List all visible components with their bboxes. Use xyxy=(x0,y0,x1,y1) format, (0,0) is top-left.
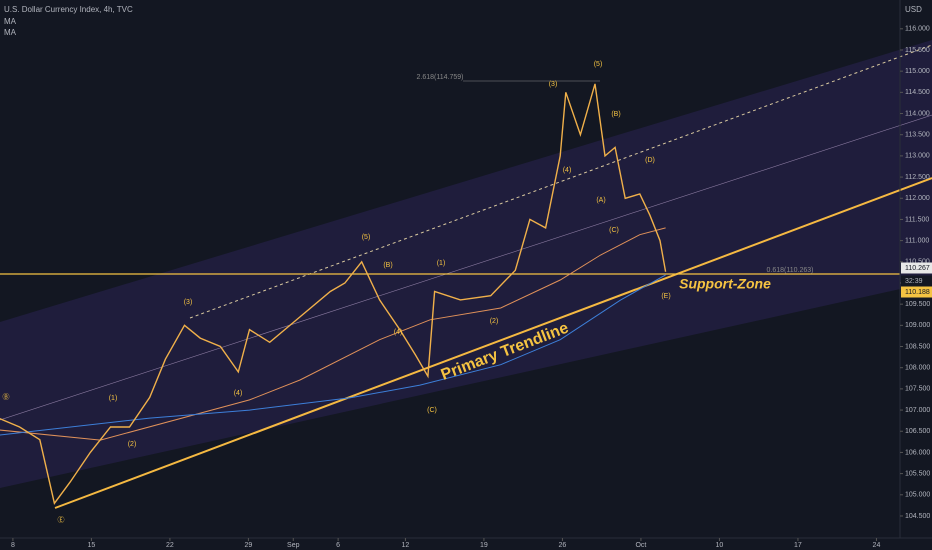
price-line xyxy=(0,83,667,505)
y-tick-label: 113.500 xyxy=(905,132,930,139)
annotation: (4) xyxy=(563,167,572,174)
annotation: Ⓑ xyxy=(3,393,10,401)
moving-average xyxy=(0,274,666,436)
annotation: (1) xyxy=(109,395,118,402)
annotation: Support-Zone xyxy=(679,276,771,292)
annotation: (2) xyxy=(490,318,499,325)
price-label: 110.267 xyxy=(905,265,930,272)
y-tick-label: 112.500 xyxy=(905,174,930,181)
y-tick-label: 107.500 xyxy=(905,386,930,393)
x-tick-label: 24 xyxy=(873,542,881,549)
y-tick-label: 111.500 xyxy=(905,216,929,223)
y-tick-label: 106.000 xyxy=(905,449,930,456)
y-tick-label: 109.000 xyxy=(905,322,930,329)
legend-entry: MA xyxy=(4,17,17,26)
primary-trendline xyxy=(54,177,932,509)
annotation: Ⓔ xyxy=(58,516,65,524)
annotation: (4) xyxy=(234,390,243,397)
x-tick-label: 6 xyxy=(336,542,340,549)
y-tick-label: 106.500 xyxy=(905,428,930,435)
annotation: (A) xyxy=(596,197,605,204)
annotation: (B) xyxy=(383,262,392,269)
annotation: (D) xyxy=(645,157,655,164)
price-label: 110.188 xyxy=(905,289,930,296)
annotation: 2.618(114.759) xyxy=(417,74,464,81)
y-tick-label: 105.500 xyxy=(905,470,930,477)
x-tick-label: Sep xyxy=(287,542,300,549)
y-tick-label: 105.000 xyxy=(905,492,930,499)
annotation: (C) xyxy=(609,227,619,234)
x-tick-label: 19 xyxy=(480,542,488,549)
x-tick-label: Oct xyxy=(635,542,646,549)
y-tick-label: 116.000 xyxy=(905,26,930,33)
annotation: (5) xyxy=(362,234,371,241)
annotation: (C) xyxy=(427,407,437,414)
channel-band xyxy=(0,40,932,488)
y-tick-label: 114.500 xyxy=(905,89,930,96)
x-tick-label: 17 xyxy=(794,542,802,549)
annotation: (2) xyxy=(128,441,137,448)
annotation: (E) xyxy=(661,293,670,300)
x-tick-label: 15 xyxy=(88,542,96,549)
price-label-box xyxy=(901,286,932,298)
annotation: (3) xyxy=(184,299,193,306)
price-label-box xyxy=(901,262,932,274)
y-tick-label: 114.000 xyxy=(905,110,930,117)
x-tick-label: 29 xyxy=(245,542,253,549)
x-tick-label: 22 xyxy=(166,542,174,549)
y-tick-label: 113.000 xyxy=(905,153,930,160)
y-tick-label: 108.500 xyxy=(905,343,930,350)
x-tick-label: 8 xyxy=(11,542,15,549)
x-tick-label: 12 xyxy=(402,542,410,549)
channel-midline xyxy=(0,114,932,421)
x-tick-label: 10 xyxy=(716,542,724,549)
annotation: (4) xyxy=(394,329,403,336)
annotation: 0.618(110.263) xyxy=(767,267,814,274)
annotation: (1) xyxy=(437,260,446,267)
annotation: (3) xyxy=(549,81,558,88)
annotation: (B) xyxy=(611,111,620,118)
y-tick-label: 111.000 xyxy=(905,237,929,244)
y-tick-label: 112.000 xyxy=(905,195,930,202)
y-tick-label: 110.500 xyxy=(905,259,930,266)
price-label-box xyxy=(901,275,932,287)
chart-title: U.S. Dollar Currency Index, 4h, TVC xyxy=(4,5,133,14)
price-label: 32:39 xyxy=(905,278,923,285)
y-tick-label: 107.000 xyxy=(905,407,930,414)
y-tick-label: 109.500 xyxy=(905,301,930,308)
y-tick-label: 115.000 xyxy=(905,68,930,75)
y-tick-label: 104.500 xyxy=(905,513,930,520)
x-tick-label: 26 xyxy=(559,542,567,549)
legend-entry: MA xyxy=(4,28,17,37)
moving-average xyxy=(0,227,666,441)
y-tick-label: 108.000 xyxy=(905,365,930,372)
y-tick-label: 115.500 xyxy=(905,47,930,54)
annotation: (5) xyxy=(594,61,603,68)
axis-label: USD xyxy=(905,5,922,14)
